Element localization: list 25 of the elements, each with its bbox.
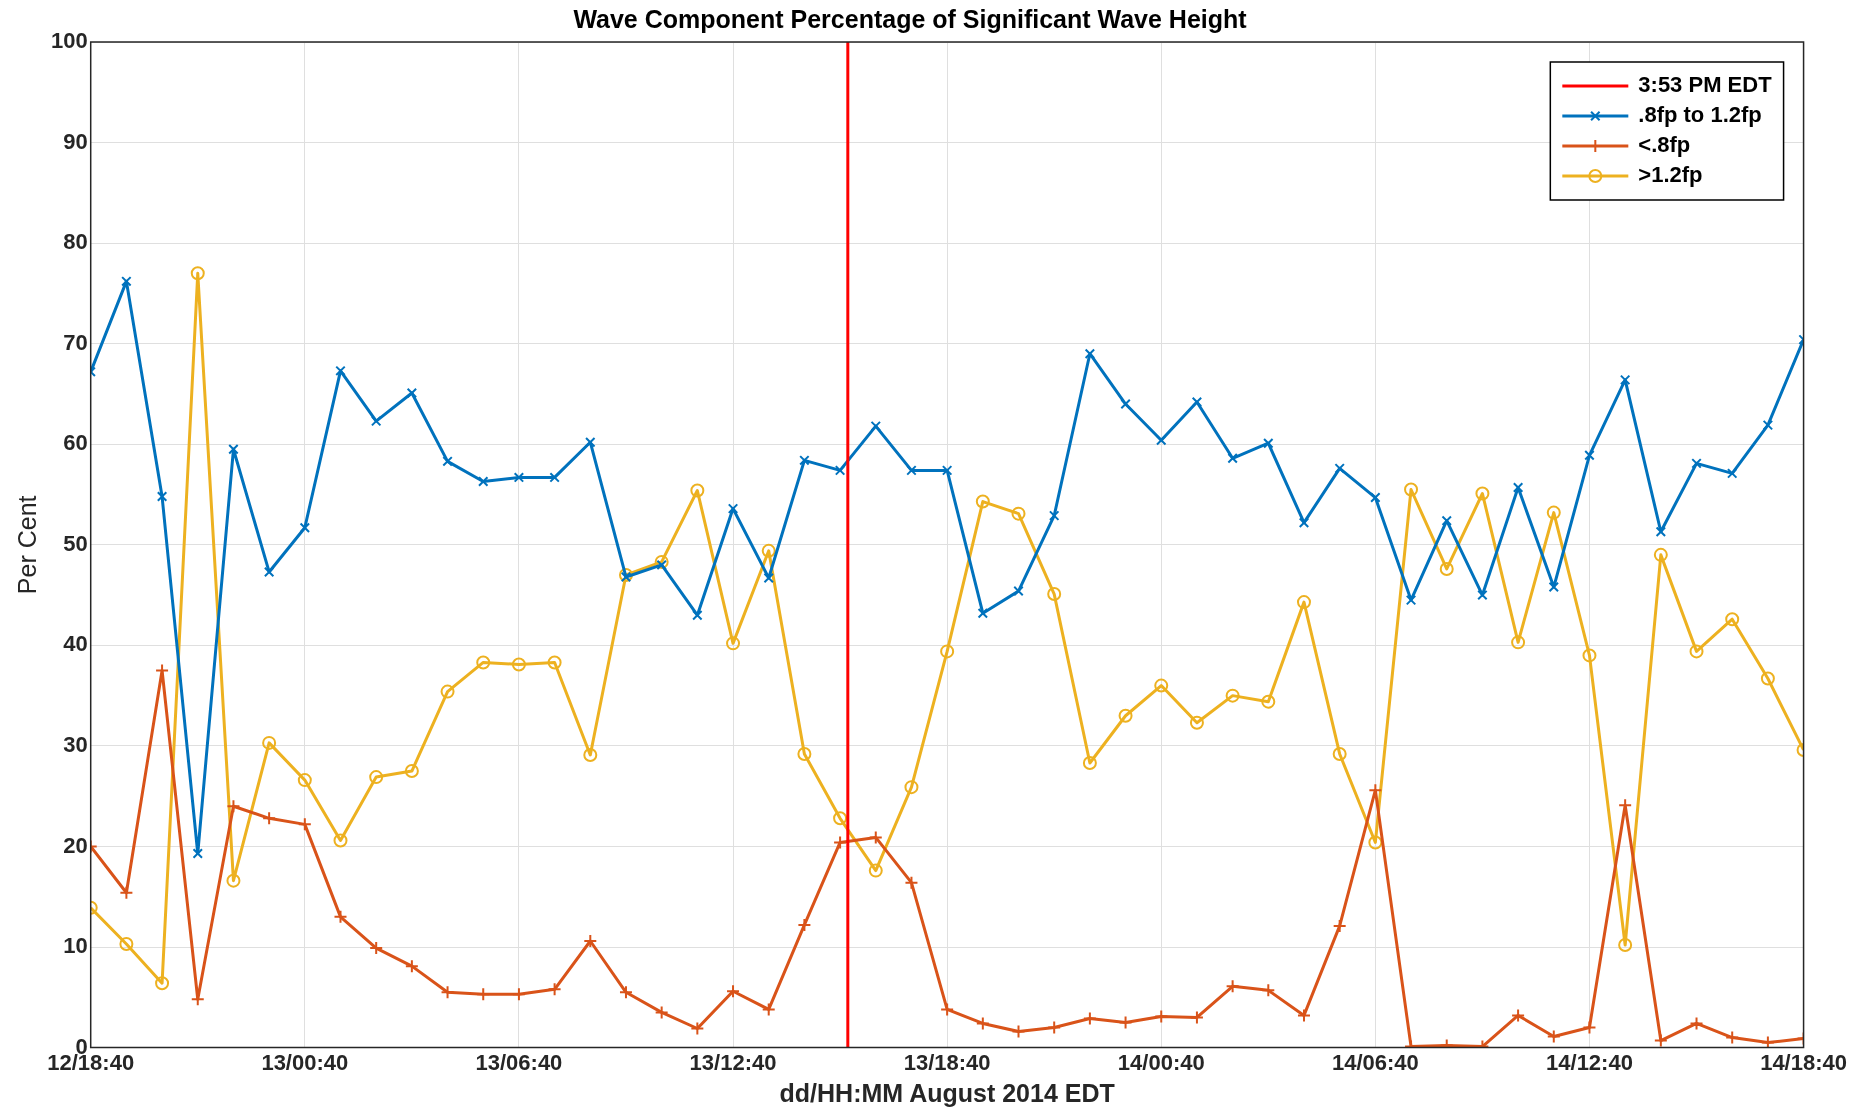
y-tick-label: 100 [50,28,88,54]
y-axis-title: Per Cent [12,495,41,595]
y-tick-label: 70 [63,329,88,355]
x-tick-label: 13/00:40 [261,1049,349,1075]
y-tick-label: 90 [63,128,88,154]
y-tick-label: 80 [63,229,88,255]
x-tick-label: 13/06:40 [475,1049,563,1075]
y-tick-label: 50 [63,530,88,556]
legend-label: >1.2fp [1638,162,1703,188]
legend-label: <.8fp [1638,132,1691,158]
x-tick-label: 14/00:40 [1117,1049,1205,1075]
chart-title: Wave Component Percentage of Significant Wave Height [573,4,1248,33]
y-tick-label: 20 [63,832,88,858]
x-tick-label: 14/06:40 [1331,1049,1419,1075]
y-tick-label: 60 [63,430,88,456]
x-tick-label: 13/18:40 [903,1049,991,1075]
legend-label: .8fp to 1.2fp [1638,102,1762,128]
x-tick-label: 14/12:40 [1546,1049,1633,1075]
x-tick-label: 14/18:40 [1760,1049,1847,1075]
x-tick-label: 13/12:40 [689,1049,777,1075]
legend-label: 3:53 PM EDT [1638,72,1773,98]
x-axis-title: dd/HH:MM August 2014 EDT [779,1078,1115,1107]
y-tick-label: 10 [63,933,88,959]
y-tick-label: 40 [63,631,88,657]
y-tick-label: 30 [63,731,88,757]
